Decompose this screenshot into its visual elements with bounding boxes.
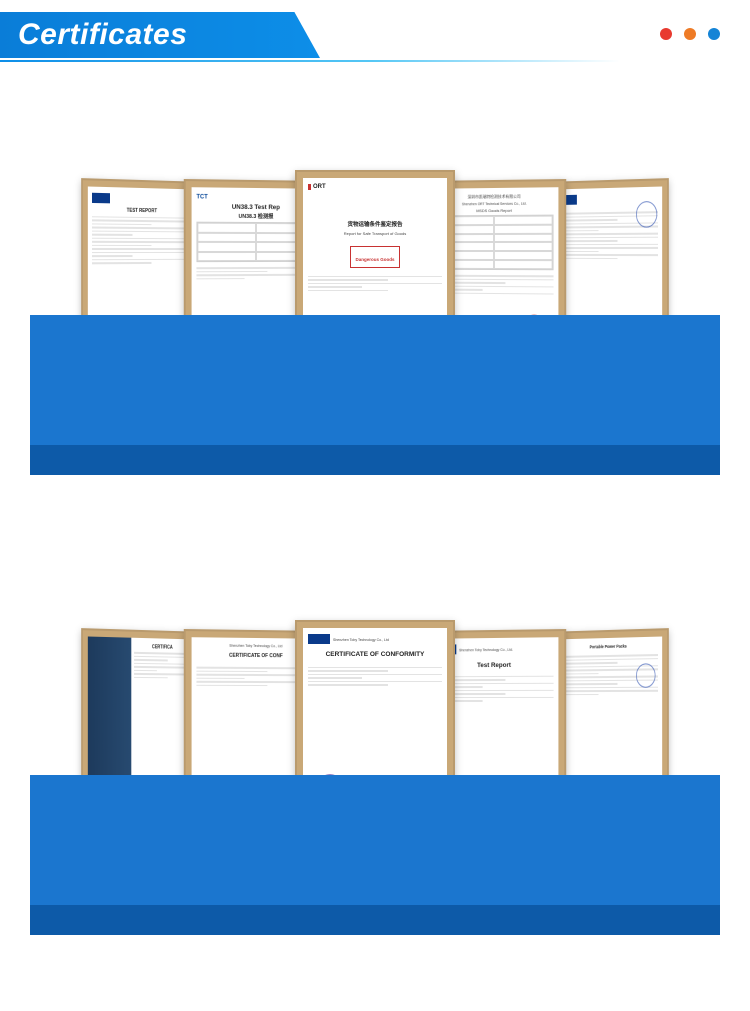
shelf-platform xyxy=(30,315,720,475)
decorative-dots xyxy=(660,28,720,40)
cert-title-en: Report for Safe Transport of Goods xyxy=(308,231,442,236)
certificate-shelf-1: TEST REPORT TCT UN38.3 Test Rep UN38.3 xyxy=(0,100,750,500)
cert-title: CERTIFICA xyxy=(134,644,190,651)
cert-title-cn: 货物运输条件鉴定报告 xyxy=(308,222,442,229)
danger-label: Dangerous Goods xyxy=(355,257,394,262)
cert-title: CERTIFICATE OF CONFORMITY xyxy=(308,651,442,659)
dot-orange xyxy=(684,28,696,40)
header-title: Certificates xyxy=(18,18,187,52)
vert-label: Examination Certificate of SICT xyxy=(137,670,141,790)
ort-logo: ORT xyxy=(308,184,326,190)
dot-red xyxy=(660,28,672,40)
toby-logo xyxy=(92,193,110,204)
tct-logo: TCT xyxy=(196,194,207,200)
stamp-icon xyxy=(636,663,656,688)
header-tab: Certificates xyxy=(0,12,320,58)
cert-title: TEST REPORT xyxy=(92,207,190,215)
header-underline xyxy=(0,60,620,62)
certificate-shelf-2: Examination Certificate of SICT CERTIFIC… xyxy=(0,560,750,960)
cert-title: Portable Power Packs xyxy=(560,643,658,651)
stamp-icon xyxy=(636,201,657,228)
toby-logo xyxy=(308,634,330,644)
cert-header: Shenzhen Toby Technology Co., Ltd. xyxy=(459,648,513,653)
section-header: Certificates xyxy=(0,0,750,70)
dot-blue xyxy=(708,28,720,40)
shelf-platform xyxy=(30,775,720,935)
cert-header: Shenzhen Toby Technology Co., Ltd xyxy=(333,638,389,642)
